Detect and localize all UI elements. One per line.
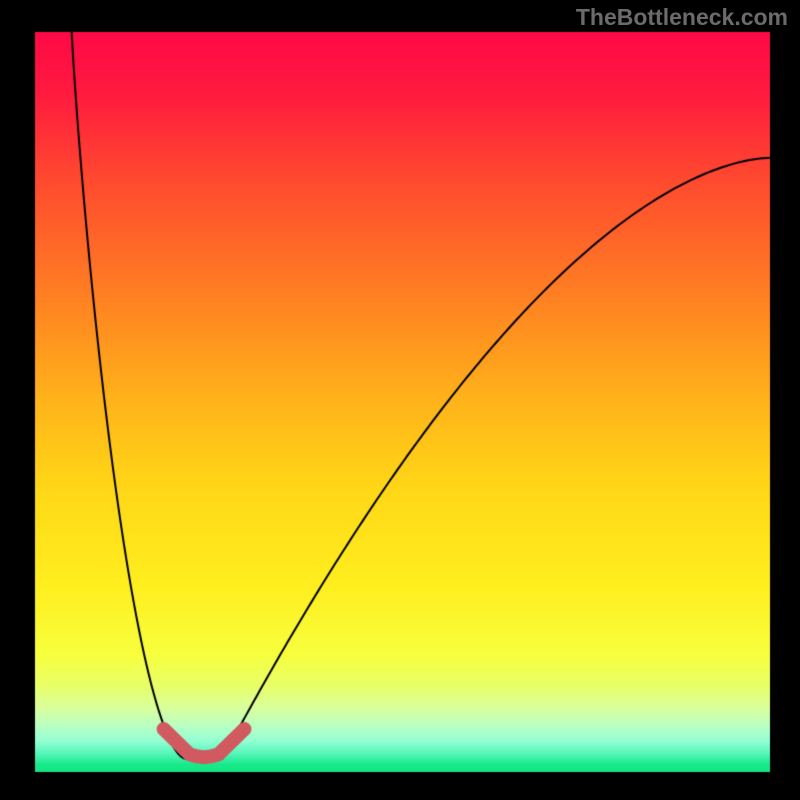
watermark-text: TheBottleneck.com	[576, 4, 788, 31]
bottleneck-curve-chart	[0, 0, 800, 800]
chart-stage: TheBottleneck.com	[0, 0, 800, 800]
